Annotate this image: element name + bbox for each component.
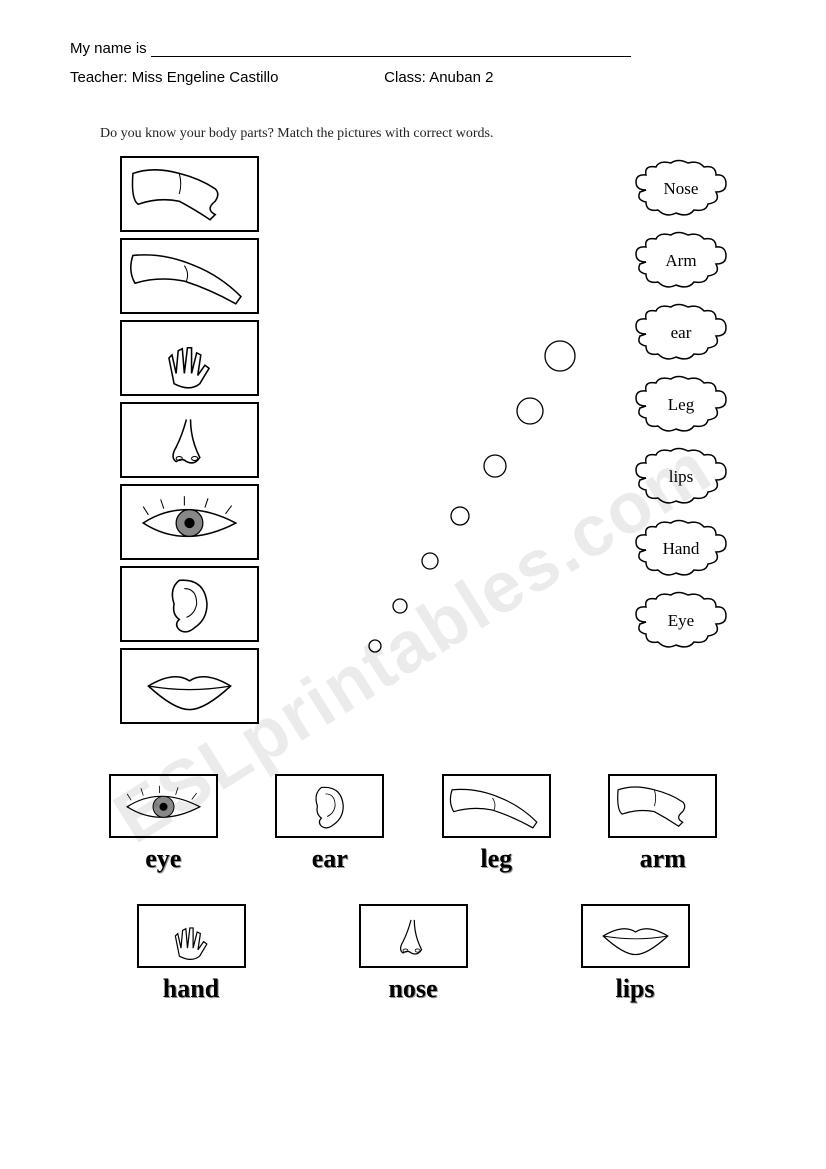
cards-row-2: hand nose lips xyxy=(80,904,746,1004)
card-lips: lips xyxy=(560,904,710,1004)
cards-row-1: eye ear leg arm xyxy=(80,774,746,874)
card-eye: eye xyxy=(88,774,238,874)
word-cloud-hand[interactable]: Hand xyxy=(626,518,736,580)
matching-area: Nose Arm ear Leg lips Hand Eye xyxy=(70,156,756,724)
picture-leg[interactable] xyxy=(120,238,259,314)
reference-cards: eye ear leg arm hand nose xyxy=(70,774,756,1004)
picture-nose[interactable] xyxy=(120,402,259,478)
name-label: My name is xyxy=(70,40,147,57)
picture-eye[interactable] xyxy=(120,484,259,560)
instruction-text: Do you know your body parts? Match the p… xyxy=(100,126,756,142)
word-column: Nose Arm ear Leg lips Hand Eye xyxy=(626,156,736,724)
word-cloud-eye[interactable]: Eye xyxy=(626,590,736,652)
card-ear: ear xyxy=(255,774,405,874)
picture-hand[interactable] xyxy=(120,320,259,396)
card-leg-label: leg xyxy=(480,844,512,874)
word-cloud-nose[interactable]: Nose xyxy=(626,158,736,220)
card-ear-label: ear xyxy=(312,844,348,874)
card-eye-label: eye xyxy=(145,844,181,874)
word-cloud-arm[interactable]: Arm xyxy=(626,230,736,292)
word-cloud-lips[interactable]: lips xyxy=(626,446,736,508)
class-label: Class: xyxy=(384,69,426,86)
thought-bubble-trail xyxy=(360,326,580,706)
name-row: My name is xyxy=(70,40,756,57)
teacher-class-row: Teacher: Miss Engeline Castillo Class: A… xyxy=(70,69,756,86)
card-leg-icon xyxy=(442,774,551,838)
picture-arm[interactable] xyxy=(120,156,259,232)
word-cloud-leg[interactable]: Leg xyxy=(626,374,736,436)
card-hand: hand xyxy=(116,904,266,1004)
card-arm-icon xyxy=(608,774,717,838)
teacher-label: Teacher: xyxy=(70,69,128,86)
card-lips-icon xyxy=(581,904,690,968)
card-lips-label: lips xyxy=(615,974,654,1004)
card-hand-label: hand xyxy=(163,974,219,1004)
card-nose-label: nose xyxy=(388,974,437,1004)
picture-lips[interactable] xyxy=(120,648,259,724)
card-arm-label: arm xyxy=(640,844,686,874)
teacher-name: Miss Engeline Castillo xyxy=(132,69,279,86)
card-eye-icon xyxy=(109,774,218,838)
card-nose-icon xyxy=(359,904,468,968)
picture-ear[interactable] xyxy=(120,566,259,642)
class-name: Anuban 2 xyxy=(429,69,493,86)
card-nose: nose xyxy=(338,904,488,1004)
card-arm: arm xyxy=(588,774,738,874)
worksheet-page: My name is Teacher: Miss Engeline Castil… xyxy=(0,0,826,1064)
card-leg: leg xyxy=(421,774,571,874)
word-cloud-ear[interactable]: ear xyxy=(626,302,736,364)
name-blank-line[interactable] xyxy=(151,42,631,57)
card-hand-icon xyxy=(137,904,246,968)
card-ear-icon xyxy=(275,774,384,838)
picture-column xyxy=(120,156,259,724)
